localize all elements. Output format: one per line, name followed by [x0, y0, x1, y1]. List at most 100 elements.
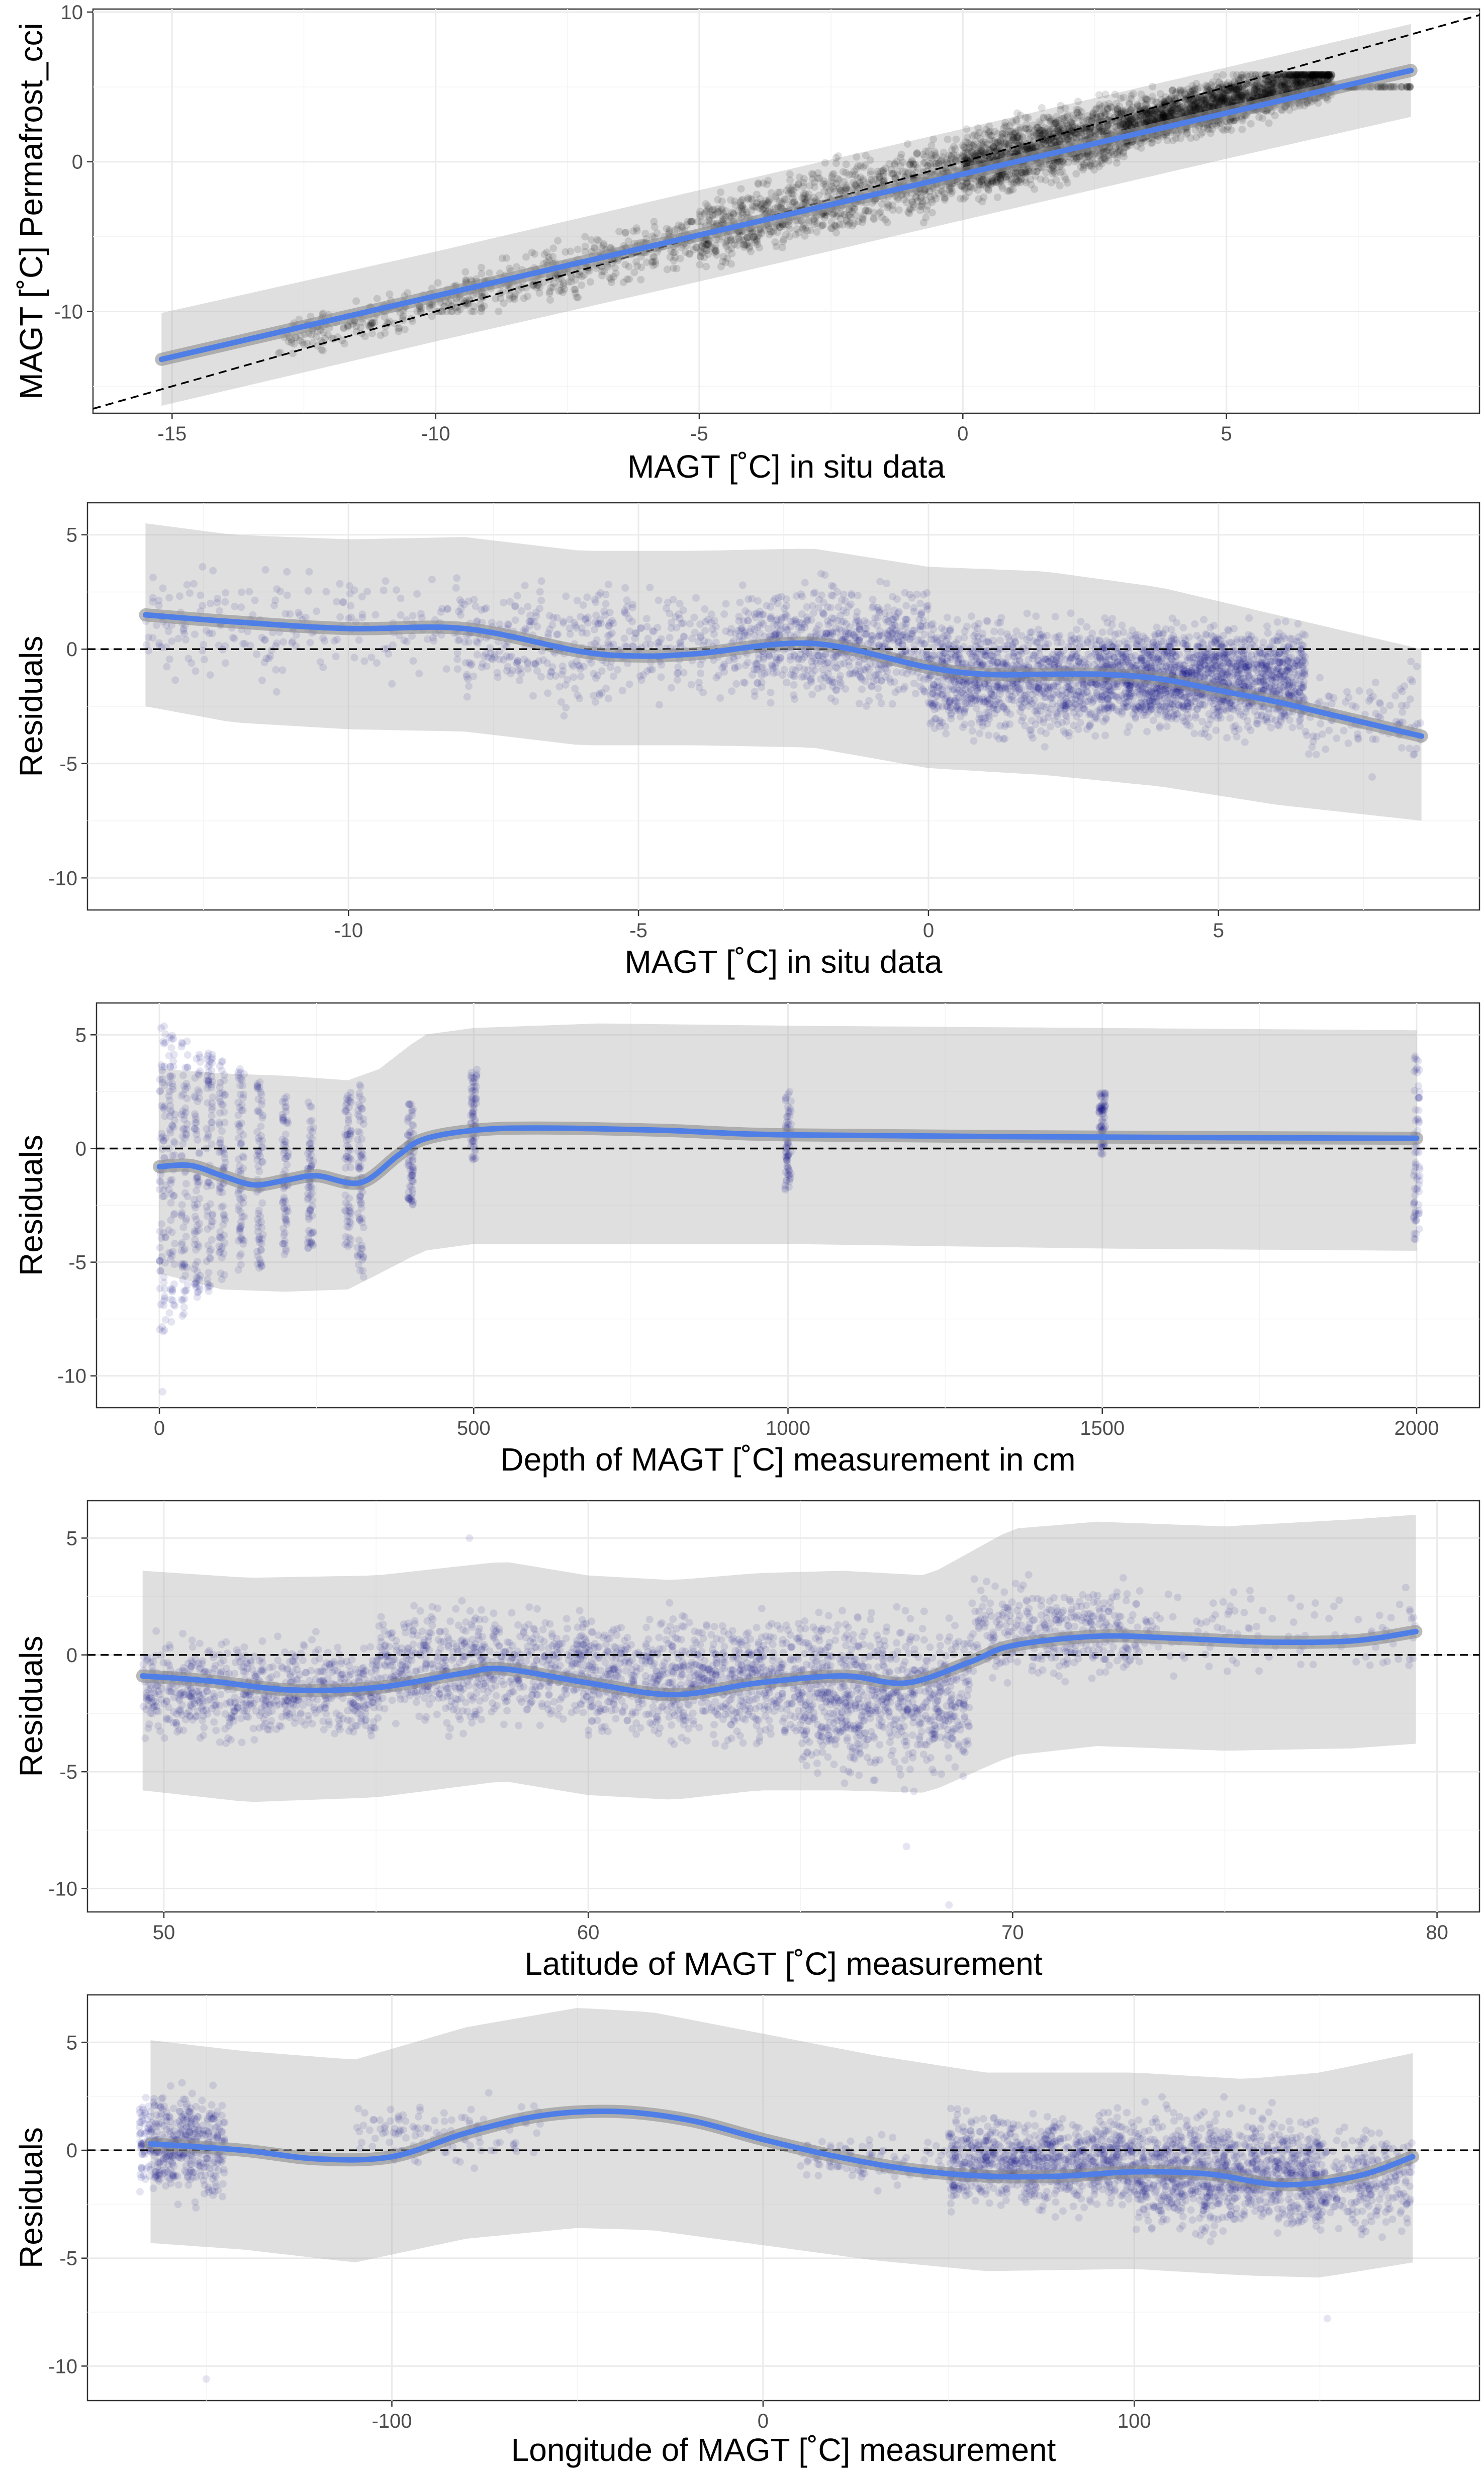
data-point: [1008, 147, 1016, 155]
data-point: [789, 194, 797, 202]
data-point: [941, 194, 949, 202]
data-point: [470, 308, 478, 315]
data-point: [1259, 114, 1267, 122]
data-point: [282, 610, 290, 618]
data-point: [1118, 107, 1126, 115]
data-point: [313, 607, 321, 615]
data-point: [795, 173, 803, 181]
data-point: [614, 666, 621, 674]
data-point: [792, 231, 800, 239]
data-point: [1027, 133, 1035, 141]
data-point: [756, 195, 764, 203]
data-point: [1042, 176, 1050, 184]
data-point: [670, 264, 677, 272]
data-point: [477, 294, 485, 302]
data-point: [574, 294, 582, 302]
data-point: [1070, 154, 1078, 162]
data-point: [889, 169, 897, 177]
data-point: [624, 237, 632, 245]
data-point: [854, 174, 862, 182]
data-point: [891, 175, 899, 182]
data-point: [851, 205, 858, 213]
data-point: [458, 296, 467, 304]
data-point: [978, 175, 986, 184]
data-point: [772, 204, 779, 212]
data-point: [513, 263, 520, 271]
data-point: [684, 218, 692, 226]
data-point: [843, 216, 851, 224]
data-point: [712, 242, 720, 250]
data-point: [832, 159, 840, 167]
data-point: [438, 308, 446, 315]
data-point: [917, 203, 925, 211]
data-point: [918, 200, 926, 208]
data-point: [398, 314, 406, 322]
data-point: [752, 203, 760, 211]
data-point: [599, 241, 607, 249]
data-point: [598, 267, 606, 276]
data-point: [554, 237, 562, 245]
data-point: [767, 189, 775, 197]
data-point: [461, 268, 470, 276]
data-point: [923, 202, 932, 210]
data-point: [879, 178, 886, 187]
data-point: [678, 223, 686, 231]
data-point: [1061, 117, 1069, 125]
data-point: [1058, 115, 1066, 123]
data-point: [1084, 153, 1092, 161]
data-point: [878, 200, 886, 208]
data-point: [905, 160, 913, 168]
data-point: [785, 184, 793, 192]
data-point: [1101, 101, 1109, 109]
data-point: [845, 186, 853, 194]
data-point: [557, 287, 565, 295]
data-point: [789, 199, 797, 207]
data-point: [1104, 152, 1112, 159]
data-point: [1000, 151, 1008, 159]
data-point: [1006, 132, 1014, 140]
data-point: [805, 190, 813, 198]
data-point: [759, 200, 767, 208]
data-point: [848, 170, 856, 178]
data-point: [727, 244, 735, 252]
data-point: [702, 241, 710, 249]
data-point: [785, 201, 793, 209]
data-point: [786, 225, 794, 233]
data-point: [694, 218, 702, 226]
data-point: [820, 187, 828, 195]
data-point: [808, 169, 816, 177]
data-point: [686, 250, 694, 258]
data-point: [856, 181, 864, 189]
data-point: [468, 308, 476, 315]
data-point: [251, 596, 259, 604]
data-point: [1042, 129, 1050, 137]
data-point: [1133, 142, 1141, 150]
data-point: [1008, 128, 1016, 136]
data-point: [810, 194, 818, 202]
data-point: [859, 216, 867, 224]
data-point: [1115, 113, 1123, 121]
data-point: [637, 263, 645, 271]
data-point: [165, 594, 173, 602]
data-point: [367, 321, 375, 329]
data-point: [776, 197, 784, 205]
data-point: [917, 193, 925, 201]
data-point: [728, 208, 736, 216]
data-point: [344, 323, 352, 331]
data-point: [1079, 166, 1087, 174]
data-point: [409, 657, 417, 665]
data-point: [947, 184, 955, 192]
data-point: [749, 233, 757, 241]
data-point: [320, 328, 328, 336]
data-point: [1073, 129, 1081, 137]
data-point: [1022, 125, 1030, 133]
data-point: [710, 206, 718, 214]
data-point: [843, 184, 851, 192]
data-point: [709, 211, 717, 219]
data-point: [853, 165, 861, 173]
data-point: [752, 238, 759, 246]
data-point: [367, 319, 375, 327]
data-point: [380, 586, 388, 594]
data-point: [306, 638, 314, 647]
data-point: [1044, 129, 1052, 137]
